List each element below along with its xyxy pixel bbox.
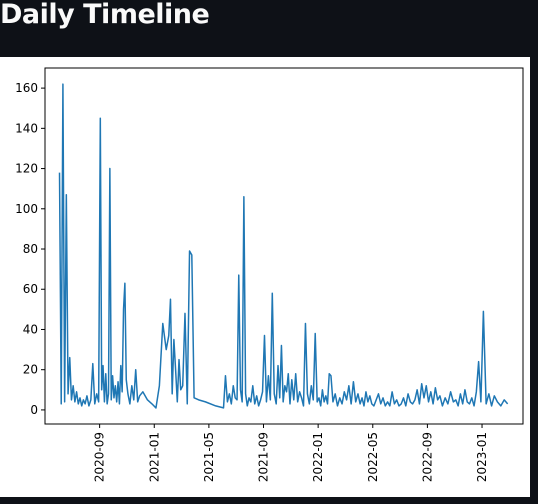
y-tick-label: 120	[15, 162, 38, 176]
plot-frame	[44, 67, 524, 425]
x-tick-label: 2022-09	[420, 432, 434, 482]
x-tick-label: 2022-01	[311, 432, 325, 482]
y-tick-label: 20	[23, 363, 38, 377]
y-tick-label: 0	[30, 403, 38, 417]
x-tick-label: 2021-01	[147, 432, 161, 482]
y-tick-label: 60	[23, 282, 38, 296]
chart: 0 20 40 60 80 100 120 140 160 2020-09 2021-01 2021-…	[0, 57, 530, 497]
page-title: Daily Timeline	[0, 0, 210, 30]
y-tick-label: 140	[15, 121, 38, 135]
x-tick-label: 2022-05	[366, 432, 380, 482]
x-tick-label: 2021-09	[257, 432, 271, 482]
x-tick-label: 2023-01	[475, 432, 489, 482]
y-tick-label: 40	[23, 322, 38, 336]
y-tick-label: 100	[15, 202, 38, 216]
x-tick-label: 2020-09	[93, 432, 107, 482]
y-tick-label: 160	[15, 81, 38, 95]
y-tick-label: 80	[23, 242, 38, 256]
x-tick-label: 2021-05	[202, 432, 216, 482]
line	[58, 83, 509, 409]
